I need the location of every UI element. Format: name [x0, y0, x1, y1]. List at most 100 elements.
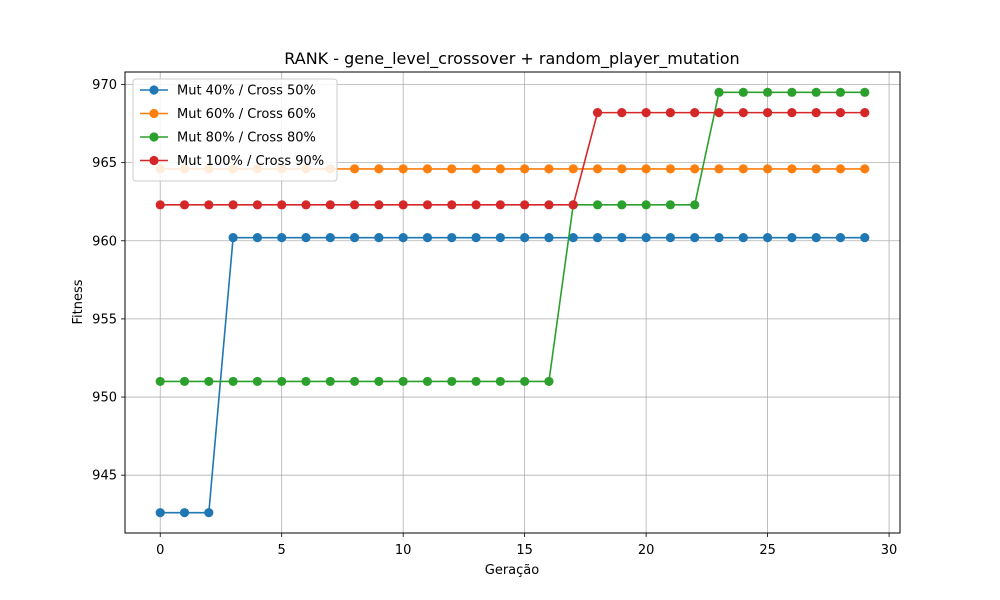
data-point — [422, 376, 433, 387]
data-point — [228, 376, 238, 387]
data-point — [301, 233, 311, 243]
data-point — [690, 200, 700, 210]
data-point — [422, 200, 433, 210]
data-point — [738, 233, 748, 243]
data-point — [738, 87, 748, 97]
data-point — [471, 376, 481, 387]
data-point — [690, 233, 700, 243]
data-point — [520, 376, 530, 387]
y-tick-label: 945 — [92, 469, 117, 484]
data-point — [520, 233, 530, 243]
data-point — [398, 376, 408, 387]
data-point — [447, 200, 457, 210]
data-point — [374, 164, 384, 174]
legend-frame — [132, 78, 338, 182]
data-point — [811, 108, 821, 118]
data-point — [835, 87, 846, 97]
x-tick-label: 30 — [881, 543, 898, 558]
data-point — [471, 233, 481, 243]
data-point — [617, 164, 627, 174]
data-point — [179, 200, 190, 210]
data-point — [228, 233, 238, 243]
data-point — [544, 376, 554, 387]
y-tick-label: 970 — [92, 78, 117, 93]
data-point — [422, 164, 433, 174]
data-point — [155, 376, 165, 387]
data-point — [665, 108, 676, 118]
legend-item: Mut 80% / Cross 80% — [140, 131, 316, 146]
data-point — [349, 164, 360, 174]
legend-marker — [149, 155, 159, 166]
data-point — [641, 108, 651, 118]
data-point — [349, 233, 360, 243]
data-point — [495, 376, 505, 387]
legend-label: Mut 100% / Cross 90% — [177, 154, 324, 169]
data-point — [325, 233, 335, 243]
axis-ticks: 0 5 10 15 20 25 30 945 950 955 960 965 970 — [92, 78, 897, 558]
data-point — [714, 233, 724, 243]
data-point — [762, 108, 773, 118]
data-point — [714, 87, 724, 97]
y-tick-label: 955 — [92, 312, 117, 327]
legend-marker — [149, 85, 159, 95]
x-tick-label: 5 — [278, 543, 286, 558]
data-point — [447, 376, 457, 387]
legend-marker — [149, 132, 159, 142]
data-point — [592, 233, 603, 243]
data-point — [617, 200, 627, 210]
data-point — [447, 164, 457, 174]
data-point — [860, 164, 870, 174]
data-point — [374, 376, 384, 387]
data-point — [301, 376, 311, 387]
data-point — [325, 376, 335, 387]
x-axis-label: Geração — [485, 563, 539, 578]
data-point — [787, 87, 797, 97]
data-point — [544, 200, 554, 210]
data-point — [252, 233, 263, 243]
data-point — [568, 200, 578, 210]
data-point — [592, 108, 603, 118]
data-point — [617, 108, 627, 118]
data-point — [665, 164, 676, 174]
data-point — [398, 164, 408, 174]
data-point — [787, 108, 797, 118]
plot-area-frame — [124, 71, 901, 534]
data-point — [568, 164, 578, 174]
data-point — [617, 233, 627, 243]
data-point — [690, 164, 700, 174]
data-point — [325, 200, 335, 210]
data-point — [374, 233, 384, 243]
data-point — [252, 376, 263, 387]
data-point — [520, 200, 530, 210]
data-point — [787, 233, 797, 243]
data-point — [349, 376, 360, 387]
data-point — [641, 164, 651, 174]
data-point — [277, 376, 287, 387]
data-point — [471, 164, 481, 174]
data-point — [568, 233, 578, 243]
data-point — [204, 200, 214, 210]
data-point — [422, 233, 433, 243]
data-point — [665, 200, 676, 210]
legend-label: Mut 60% / Cross 60% — [177, 107, 316, 122]
legend-item: Mut 100% / Cross 90% — [140, 154, 324, 169]
data-point — [544, 164, 554, 174]
data-point — [301, 200, 311, 210]
data-point — [277, 200, 287, 210]
data-point — [252, 200, 263, 210]
data-point — [228, 200, 238, 210]
y-axis-label: Fitness — [71, 279, 86, 324]
data-point — [860, 87, 870, 97]
data-point — [811, 233, 821, 243]
data-point — [447, 233, 457, 243]
data-point — [665, 233, 676, 243]
data-point — [714, 108, 724, 118]
data-point — [762, 233, 773, 243]
legend-marker — [149, 108, 159, 119]
data-point — [495, 164, 505, 174]
data-point — [738, 108, 748, 118]
data-point — [398, 233, 408, 243]
data-point — [835, 164, 846, 174]
legend: Mut 40% / Cross 50% Mut 60% / Cross 60% Mu… — [132, 78, 338, 182]
